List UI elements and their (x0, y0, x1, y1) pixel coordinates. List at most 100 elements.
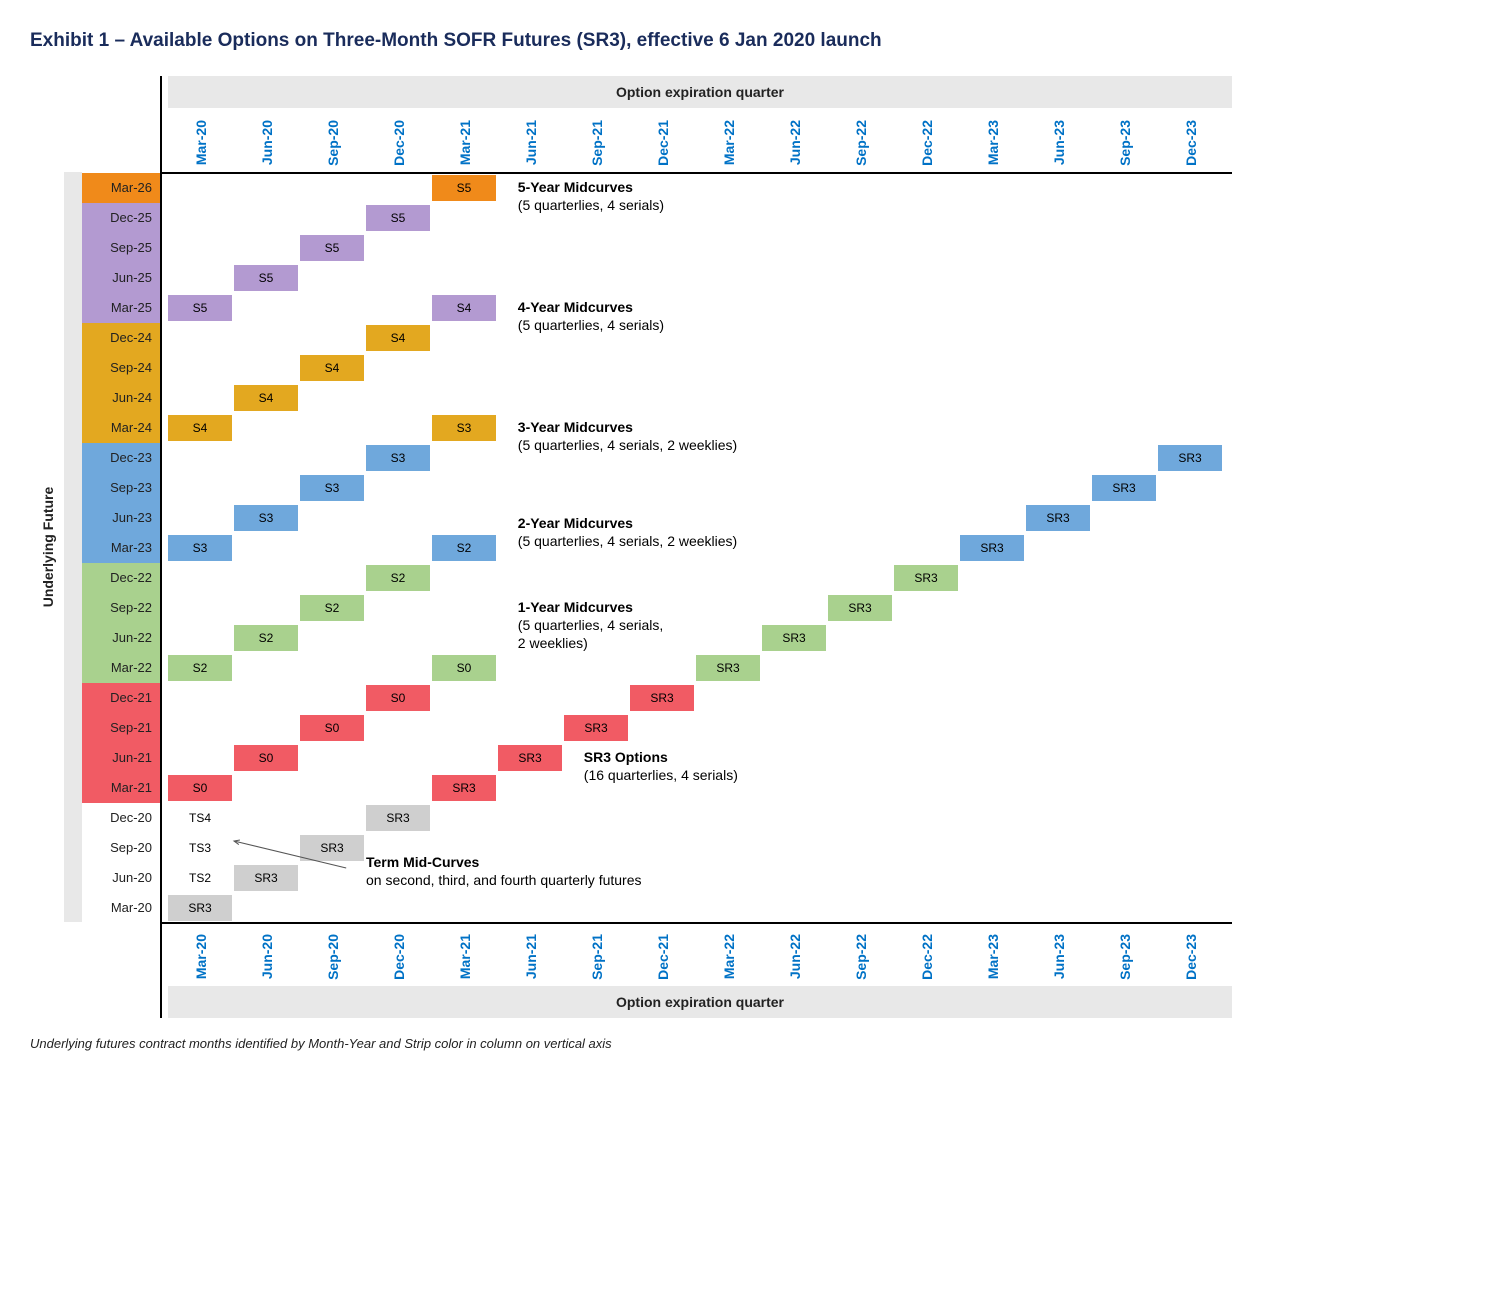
column-label: Sep-22 (853, 120, 919, 166)
annotation: Term Mid-Curveson second, third, and fou… (366, 853, 642, 889)
grid-cell: S0 (234, 745, 298, 771)
column-label: Jun-20 (259, 934, 325, 979)
column-label: Sep-23 (1117, 120, 1183, 166)
column-label: Mar-23 (985, 934, 1051, 979)
grid-row: Jun-25S5 (162, 262, 1232, 293)
grid-row: Mar-26S5 (162, 172, 1232, 203)
annotation: 2-Year Midcurves(5 quarterlies, 4 serial… (518, 514, 737, 550)
grid-cell: TS3 (168, 835, 232, 861)
grid-cell: S5 (366, 205, 430, 231)
column-label: Dec-20 (391, 120, 457, 166)
column-label: Sep-21 (589, 120, 655, 166)
column-label: Mar-21 (457, 120, 523, 165)
grid-cell: S2 (234, 625, 298, 651)
grid-cell: S0 (300, 715, 364, 741)
row-label: Jun-22 (82, 623, 160, 653)
grid-row: Dec-22S2SR3 (162, 562, 1232, 593)
column-label: Dec-23 (1183, 120, 1249, 166)
grid-cell: S2 (432, 535, 496, 561)
chart-grid: Option expiration quarterMar-20Jun-20Sep… (80, 76, 1230, 1018)
annotation: 5-Year Midcurves(5 quarterlies, 4 serial… (518, 178, 664, 214)
row-label: Dec-23 (82, 443, 160, 473)
grid-cell: S4 (366, 325, 430, 351)
grid-cell: SR3 (894, 565, 958, 591)
grid-row: Mar-20SR3 (162, 892, 1232, 923)
column-label: Sep-21 (589, 934, 655, 980)
grid-cell: S2 (300, 595, 364, 621)
row-label: Jun-23 (82, 503, 160, 533)
row-label: Jun-24 (82, 383, 160, 413)
grid-row: Mar-25S5S4 (162, 292, 1232, 323)
row-label: Dec-24 (82, 323, 160, 353)
grid-row: Jun-22S2SR3 (162, 622, 1232, 653)
grid-cell: TS2 (168, 865, 232, 891)
column-label: Jun-23 (1051, 934, 1117, 979)
row-label: Sep-20 (82, 833, 160, 863)
column-label: Jun-23 (1051, 120, 1117, 165)
grid-row: Dec-20TS4SR3 (162, 802, 1232, 833)
annotation: 3-Year Midcurves(5 quarterlies, 4 serial… (518, 418, 737, 454)
column-label: Jun-20 (259, 120, 325, 165)
grid-cell: S4 (234, 385, 298, 411)
grid-row: Sep-22S2SR3 (162, 592, 1232, 623)
grid-row: Sep-24S4 (162, 352, 1232, 383)
grid-row: Sep-21S0SR3 (162, 712, 1232, 743)
column-label: Jun-22 (787, 934, 853, 979)
row-label: Sep-21 (82, 713, 160, 743)
column-label: Mar-20 (193, 934, 259, 979)
column-label: Mar-22 (721, 120, 787, 165)
grid-cell: S2 (168, 655, 232, 681)
row-label: Mar-26 (82, 173, 160, 203)
grid-cell: SR3 (1092, 475, 1156, 501)
column-label: Dec-23 (1183, 934, 1249, 980)
column-label: Mar-23 (985, 120, 1051, 165)
grid-cell: S5 (234, 265, 298, 291)
column-label: Sep-20 (325, 934, 391, 980)
grid-row: Sep-23S3SR3 (162, 472, 1232, 503)
grid-cell: SR3 (564, 715, 628, 741)
row-label: Sep-24 (82, 353, 160, 383)
grid-cell: TS4 (168, 805, 232, 831)
grid-cell: S3 (366, 445, 430, 471)
row-label: Mar-23 (82, 533, 160, 563)
row-label: Dec-25 (82, 203, 160, 233)
grid-cell: S3 (300, 475, 364, 501)
grid-cell: S5 (432, 175, 496, 201)
column-label: Sep-20 (325, 120, 391, 166)
footer-band: Option expiration quarter (168, 986, 1233, 1018)
grid-row: Dec-24S4 (162, 322, 1232, 353)
row-label: Jun-20 (82, 863, 160, 893)
grid-cell: SR3 (1158, 445, 1222, 471)
grid-cell: S5 (168, 295, 232, 321)
arrow-line (228, 835, 352, 874)
column-label: Jun-22 (787, 120, 853, 165)
grid-cell: SR3 (696, 655, 760, 681)
column-label: Sep-23 (1117, 934, 1183, 980)
column-label: Jun-21 (523, 120, 589, 165)
grid-cell: SR3 (960, 535, 1024, 561)
row-label: Sep-25 (82, 233, 160, 263)
column-label: Dec-21 (655, 120, 721, 166)
grid-cell: S0 (168, 775, 232, 801)
row-label: Jun-21 (82, 743, 160, 773)
grid-cell: S4 (168, 415, 232, 441)
exhibit-title: Exhibit 1 – Available Options on Three-M… (30, 30, 1458, 52)
column-label: Mar-22 (721, 934, 787, 979)
grid-cell: S4 (300, 355, 364, 381)
row-label: Jun-25 (82, 263, 160, 293)
grid-cell: S4 (432, 295, 496, 321)
grid-cell: SR3 (1026, 505, 1090, 531)
row-label: Dec-21 (82, 683, 160, 713)
row-label: Dec-22 (82, 563, 160, 593)
row-label: Dec-20 (82, 803, 160, 833)
row-label: Sep-22 (82, 593, 160, 623)
column-label: Dec-21 (655, 934, 721, 980)
column-label: Jun-21 (523, 934, 589, 979)
row-label: Mar-22 (82, 653, 160, 683)
grid-row: Sep-25S5 (162, 232, 1232, 263)
grid-row: Jun-24S4 (162, 382, 1232, 413)
column-label: Mar-20 (193, 120, 259, 165)
header-band: Option expiration quarter (168, 76, 1233, 108)
grid-cell: SR3 (762, 625, 826, 651)
grid-cell: SR3 (366, 805, 430, 831)
